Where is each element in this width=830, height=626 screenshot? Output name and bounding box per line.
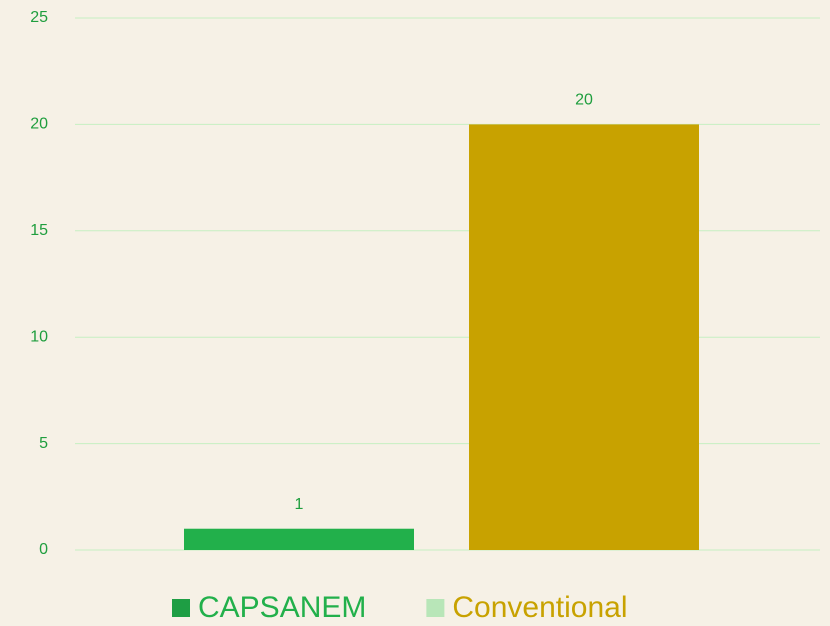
y-tick-label: 10 — [30, 328, 48, 345]
y-tick-label: 15 — [30, 222, 48, 239]
y-tick-label: 0 — [39, 541, 48, 558]
data-label: 1 — [295, 496, 304, 513]
y-tick-label: 25 — [30, 9, 48, 26]
legend-label: CAPSANEM — [198, 591, 366, 624]
bar — [469, 124, 699, 551]
y-tick-label: 20 — [30, 116, 48, 133]
bar — [184, 528, 414, 550]
legend-label: Conventional — [452, 591, 627, 624]
legend-marker — [426, 599, 445, 617]
y-tick-label: 5 — [39, 435, 48, 452]
data-label: 20 — [575, 92, 593, 109]
legend-marker — [172, 599, 190, 617]
